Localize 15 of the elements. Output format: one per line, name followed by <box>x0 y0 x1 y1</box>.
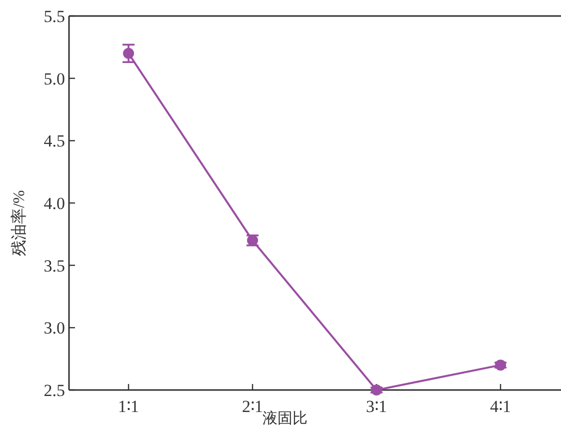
y-tick-label: 3.5 <box>44 256 65 276</box>
x-tick-label: 4∶1 <box>490 397 512 416</box>
x-tick-label: 2∶1 <box>242 397 264 416</box>
y-tick-label: 5.0 <box>44 69 65 88</box>
y-tick-label: 3.0 <box>44 318 65 338</box>
point <box>123 48 134 59</box>
y-axis-title: 残油率/% <box>10 190 28 256</box>
y-tick-label: 5.5 <box>44 7 65 26</box>
y-tick-label: 4.5 <box>44 132 65 151</box>
point <box>495 360 506 371</box>
y-tick-label: 4.0 <box>44 194 65 213</box>
x-tick-label: 3∶1 <box>366 397 388 416</box>
y-tick-label: 2.5 <box>44 381 65 400</box>
x-tick-label: 1∶1 <box>118 397 140 416</box>
x-axis-title: 液固比 <box>262 410 308 427</box>
